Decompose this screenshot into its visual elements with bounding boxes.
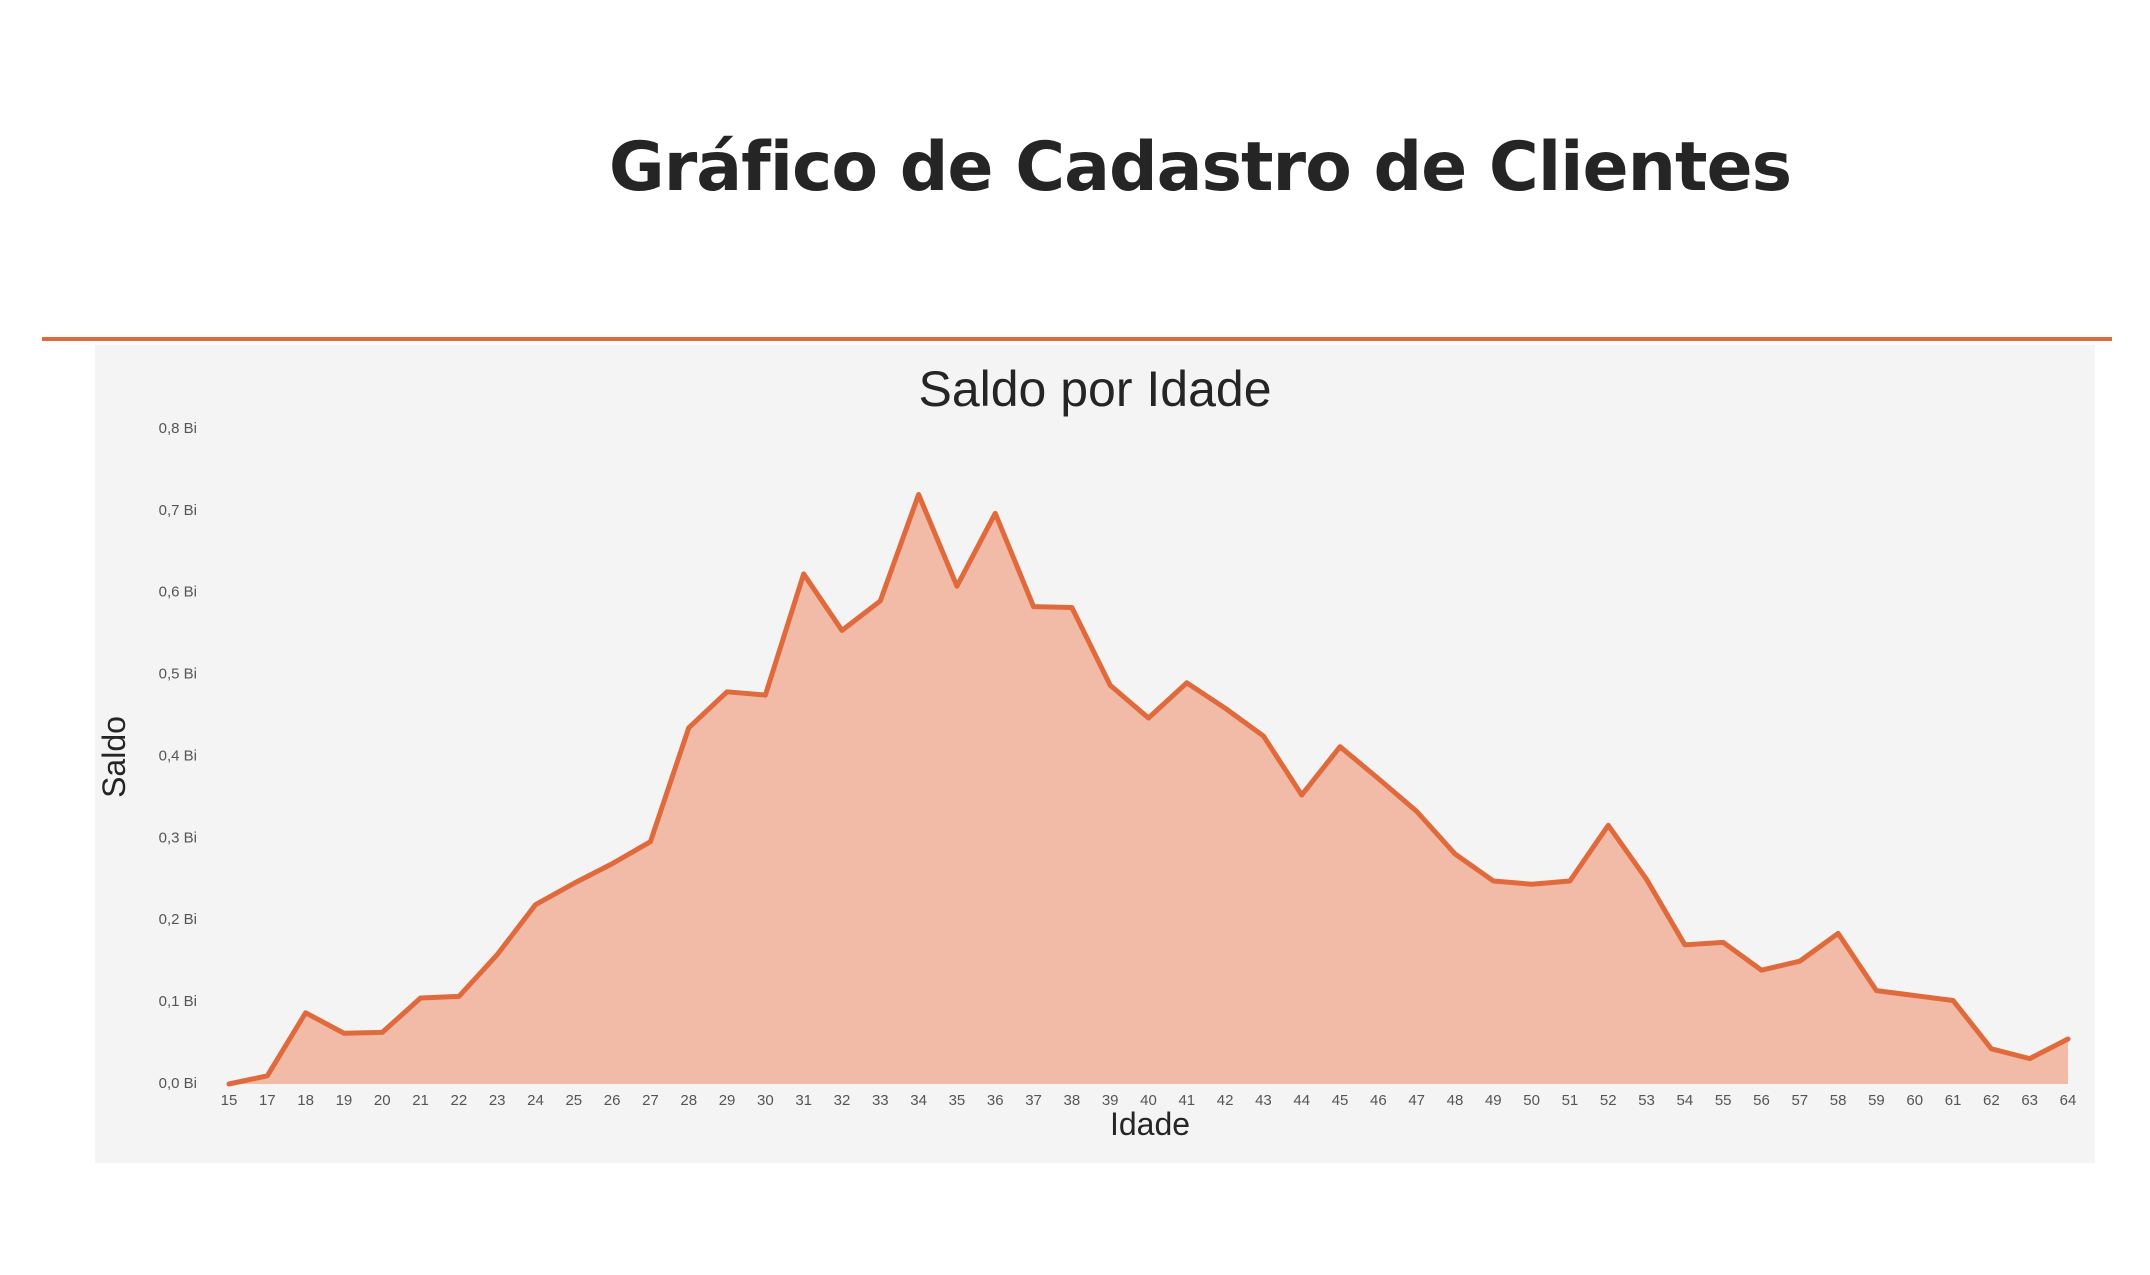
x-tick-label: 43 [1255, 1092, 1272, 1109]
x-tick-label: 31 [795, 1092, 812, 1109]
y-tick-label: 0,0 Bi [159, 1075, 197, 1092]
x-tick-label: 23 [489, 1092, 506, 1109]
x-axis-title: Idade [1110, 1106, 1190, 1142]
x-tick-label: 41 [1178, 1092, 1195, 1109]
x-tick-label: 40 [1140, 1092, 1157, 1109]
x-tick-label: 42 [1217, 1092, 1234, 1109]
chart-title: Saldo por Idade [918, 361, 1271, 417]
x-tick-label: 57 [1791, 1092, 1808, 1109]
x-tick-label: 64 [2060, 1092, 2077, 1109]
x-tick-label: 21 [412, 1092, 429, 1109]
y-tick-label: 0,2 Bi [159, 911, 197, 928]
x-tick-label: 44 [1293, 1092, 1310, 1109]
x-tick-label: 30 [757, 1092, 774, 1109]
x-tick-label: 39 [1102, 1092, 1119, 1109]
x-tick-label: 29 [719, 1092, 736, 1109]
x-tick-label: 35 [949, 1092, 966, 1109]
title-divider [42, 337, 2112, 341]
x-tick-label: 24 [527, 1092, 544, 1109]
x-tick-label: 28 [680, 1092, 697, 1109]
x-tick-label: 51 [1562, 1092, 1579, 1109]
x-tick-label: 45 [1332, 1092, 1349, 1109]
y-tick-label: 0,5 Bi [159, 666, 197, 683]
x-tick-label: 46 [1370, 1092, 1387, 1109]
x-axis-ticks: 15 17 18 19 20 21 22 23 24 25 26 27 28 29 30 31 32 33 34 35… [221, 1092, 2077, 1109]
x-tick-label: 32 [834, 1092, 851, 1109]
y-axis-ticks: 0,0 Bi 0,1 Bi 0,2 Bi 0,3 Bi 0,4 Bi 0,5 Bi 0,6 … [159, 420, 197, 1092]
x-tick-label: 17 [259, 1092, 276, 1109]
x-tick-label: 50 [1523, 1092, 1540, 1109]
x-tick-label: 25 [565, 1092, 582, 1109]
x-tick-label: 55 [1715, 1092, 1732, 1109]
y-tick-label: 0,8 Bi [159, 420, 197, 437]
x-tick-label: 60 [1906, 1092, 1923, 1109]
x-tick-label: 34 [910, 1092, 927, 1109]
x-tick-label: 26 [604, 1092, 621, 1109]
x-tick-label: 59 [1868, 1092, 1885, 1109]
y-tick-label: 0,4 Bi [159, 747, 197, 764]
x-tick-label: 54 [1677, 1092, 1694, 1109]
x-tick-label: 49 [1485, 1092, 1502, 1109]
x-tick-label: 33 [872, 1092, 889, 1109]
x-tick-label: 62 [1983, 1092, 2000, 1109]
x-tick-label: 20 [374, 1092, 391, 1109]
x-tick-label: 18 [297, 1092, 314, 1109]
x-tick-label: 53 [1638, 1092, 1655, 1109]
x-tick-label: 37 [1025, 1092, 1042, 1109]
x-tick-label: 15 [221, 1092, 238, 1109]
x-tick-label: 61 [1945, 1092, 1962, 1109]
x-tick-label: 19 [336, 1092, 353, 1109]
x-tick-label: 47 [1408, 1092, 1425, 1109]
saldo-por-idade-chart: Saldo por Idade 0,0 Bi 0,1 Bi 0,2 Bi 0,3 Bi… [96, 361, 2077, 1142]
y-tick-label: 0,6 Bi [159, 584, 197, 601]
series-line [226, 492, 2071, 1087]
x-tick-label: 36 [987, 1092, 1004, 1109]
x-tick-label: 22 [451, 1092, 468, 1109]
x-tick-label: 63 [2021, 1092, 2038, 1109]
x-tick-label: 38 [1064, 1092, 1081, 1109]
y-tick-label: 0,3 Bi [159, 829, 197, 846]
x-tick-label: 52 [1600, 1092, 1617, 1109]
y-axis-title: Saldo [96, 716, 132, 798]
y-tick-label: 0,1 Bi [159, 993, 197, 1010]
area-fill [229, 494, 2068, 1084]
x-tick-label: 27 [642, 1092, 659, 1109]
chart-card: Saldo por Idade 0,0 Bi 0,1 Bi 0,2 Bi 0,3 Bi… [95, 345, 2095, 1163]
y-tick-label: 0,7 Bi [159, 502, 197, 519]
x-tick-label: 58 [1830, 1092, 1847, 1109]
x-tick-label: 56 [1753, 1092, 1770, 1109]
x-tick-label: 48 [1447, 1092, 1464, 1109]
page-title: Gráfico de Cadastro de Clientes [608, 128, 1792, 207]
